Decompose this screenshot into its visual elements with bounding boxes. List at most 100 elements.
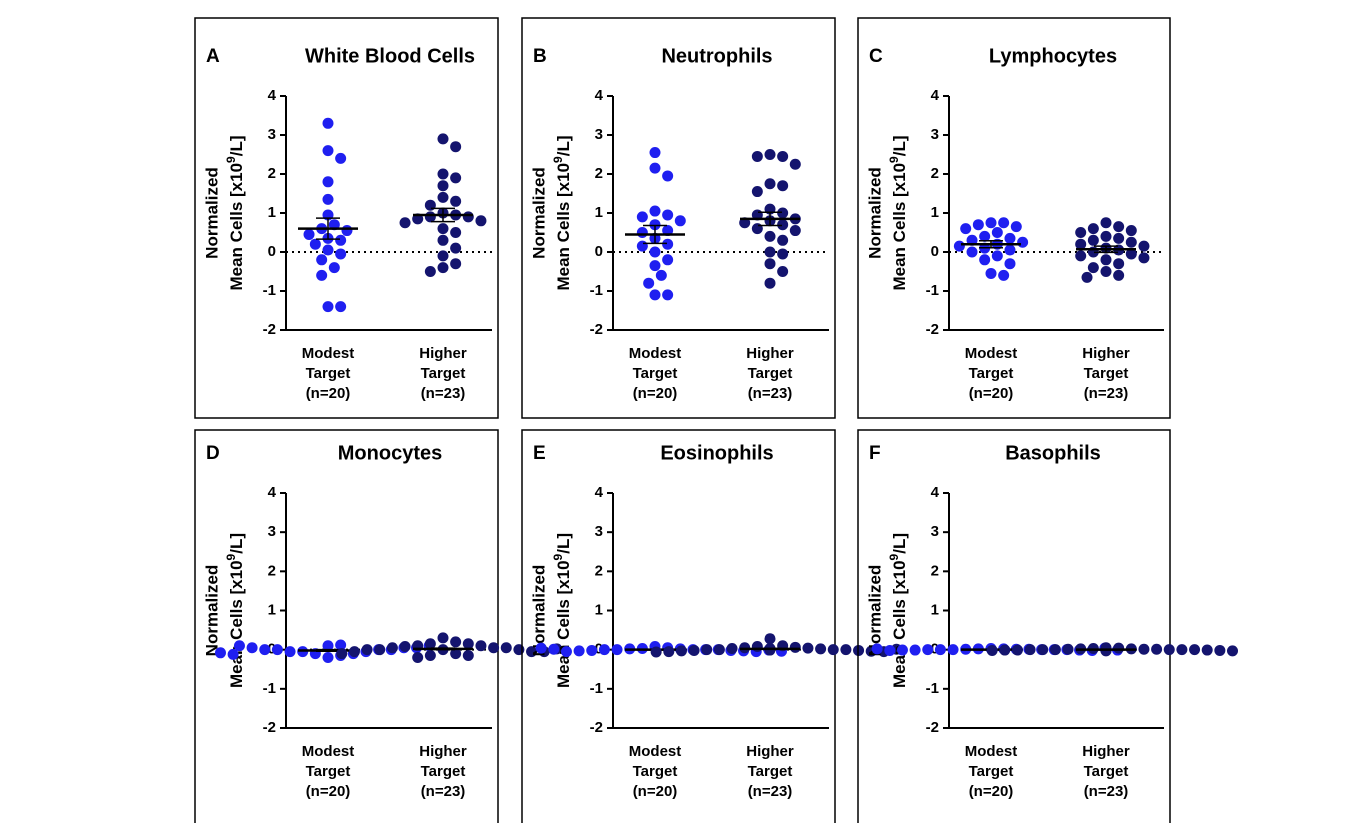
y-tick-label: 4 — [931, 87, 940, 104]
data-point — [662, 209, 674, 221]
data-point — [1075, 238, 1087, 250]
y-axis-label-superscript: 9 — [224, 553, 238, 560]
y-tick-label: -2 — [590, 321, 603, 338]
data-point — [1125, 236, 1137, 248]
data-point — [636, 240, 648, 252]
data-point — [437, 180, 449, 192]
data-point — [1125, 248, 1137, 260]
x-tick-label: Target — [306, 365, 351, 382]
data-point — [450, 141, 462, 153]
x-tick-label: Modest — [302, 345, 355, 362]
data-point — [548, 643, 560, 655]
data-point — [437, 191, 449, 203]
data-point — [1011, 644, 1023, 656]
y-tick-label: 0 — [268, 243, 276, 260]
y-axis-label: Normalized — [202, 565, 221, 657]
data-point — [437, 632, 449, 644]
data-point — [827, 644, 839, 656]
data-point — [934, 644, 946, 656]
data-point — [1062, 643, 1074, 655]
data-point — [1100, 230, 1112, 242]
y-tick-label: 0 — [931, 243, 939, 260]
data-point — [1087, 223, 1099, 235]
data-point — [896, 644, 908, 656]
data-point — [871, 643, 883, 655]
data-point — [1004, 258, 1016, 270]
y-axis-label-part: Mean Cells [x10 — [227, 560, 246, 688]
x-tick-label: (n=23) — [748, 385, 793, 402]
y-axis-label: Normalized — [202, 167, 221, 259]
x-tick-label: (n=23) — [421, 783, 466, 800]
data-point — [649, 219, 661, 231]
y-axis-label: Mean Cells [x109/L] — [224, 135, 246, 290]
data-point — [450, 258, 462, 270]
data-point — [1004, 244, 1016, 256]
data-point — [663, 646, 675, 658]
y-axis-label: Mean Cells [x109/L] — [551, 135, 573, 290]
data-point — [1163, 644, 1175, 656]
data-point — [688, 644, 700, 656]
data-point — [322, 301, 334, 313]
panel-letter: F — [869, 443, 881, 464]
data-point — [1125, 225, 1137, 237]
panel-letter: B — [533, 46, 547, 67]
y-tick-label: -2 — [926, 321, 939, 338]
data-point — [972, 219, 984, 231]
x-tick-label: Modest — [629, 345, 682, 362]
data-point — [777, 248, 789, 260]
data-point — [764, 633, 776, 645]
data-point — [1227, 645, 1238, 657]
data-point — [335, 234, 347, 246]
y-axis-label-part: Mean Cells [x10 — [554, 163, 573, 291]
data-point — [999, 644, 1011, 656]
x-tick-label: (n=20) — [633, 385, 678, 402]
y-tick-label: 2 — [595, 562, 603, 579]
data-point — [450, 172, 462, 184]
data-point — [322, 640, 334, 652]
panel-letter: A — [206, 46, 220, 67]
data-point — [1081, 271, 1093, 283]
x-tick-label: (n=23) — [421, 385, 466, 402]
data-point — [777, 266, 789, 277]
x-tick-label: Higher — [419, 743, 467, 760]
panel-letter: C — [869, 46, 883, 67]
data-point — [500, 642, 512, 654]
data-point — [1113, 269, 1125, 281]
y-tick-label: 2 — [595, 165, 603, 182]
y-tick-label: 3 — [268, 126, 276, 143]
x-tick-label: (n=20) — [306, 783, 351, 800]
data-point — [1100, 217, 1112, 229]
y-tick-label: 0 — [595, 641, 603, 658]
data-point — [284, 646, 296, 658]
data-point — [777, 207, 789, 219]
y-axis-label-part: /L] — [554, 135, 573, 156]
panel-title: Eosinophils — [660, 442, 773, 464]
y-tick-label: -1 — [263, 282, 276, 299]
data-point — [488, 642, 500, 654]
data-point — [1201, 644, 1213, 656]
data-point — [462, 638, 474, 650]
data-point — [1138, 252, 1150, 264]
panel-title: White Blood Cells — [305, 45, 475, 67]
data-point — [1075, 250, 1087, 262]
data-point — [1138, 643, 1150, 655]
x-tick-label: Modest — [302, 743, 355, 760]
data-point — [233, 640, 245, 652]
data-point — [322, 652, 334, 663]
data-point — [966, 246, 978, 258]
x-tick-label: Higher — [746, 345, 794, 362]
data-point — [662, 254, 674, 266]
panel-title: Lymphocytes — [989, 45, 1117, 67]
y-tick-label: -1 — [590, 680, 603, 697]
data-point — [386, 642, 398, 654]
y-axis-label: Normalized — [865, 167, 884, 259]
y-tick-label: 4 — [268, 87, 277, 104]
data-point — [475, 215, 487, 227]
y-tick-label: 0 — [268, 641, 276, 658]
y-tick-label: 4 — [268, 484, 277, 501]
data-point — [437, 168, 449, 180]
data-point — [675, 645, 687, 657]
